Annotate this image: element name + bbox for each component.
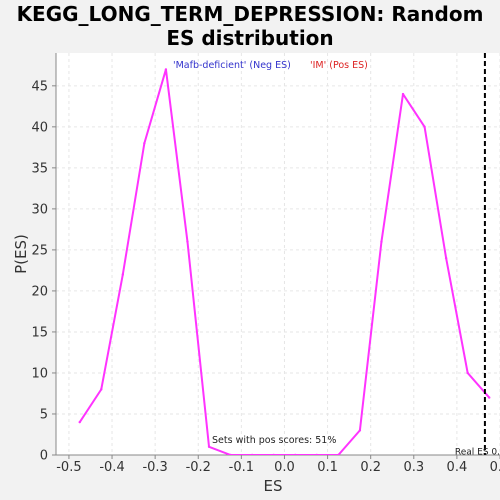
x-tick-label: 0.5 — [490, 460, 500, 475]
plot-area — [56, 53, 500, 455]
y-tick-label: 25 — [31, 243, 48, 258]
x-tick-label: -0.2 — [186, 460, 211, 475]
chart-title-line-1: KEGG_LONG_TERM_DEPRESSION: Random — [16, 2, 484, 26]
x-tick-label: 0.1 — [317, 460, 338, 475]
legend-pos-es: 'IM' (Pos ES) — [310, 60, 368, 71]
data-point — [272, 453, 275, 455]
data-point — [315, 453, 318, 455]
real-es-label: Real ES 0.5 — [455, 448, 500, 458]
data-point — [401, 92, 405, 96]
chart-title: KEGG_LONG_TERM_DEPRESSION: Random ES dis… — [0, 2, 500, 50]
legend-neg-es: 'Mafb-deficient' (Neg ES) — [173, 60, 291, 71]
x-tick-label: -0.1 — [229, 460, 254, 475]
data-point — [78, 420, 81, 424]
y-tick-label: 35 — [31, 161, 48, 176]
y-tick-label: 20 — [31, 284, 48, 299]
y-tick-label: 15 — [31, 325, 48, 340]
x-tick-label: -0.5 — [56, 460, 81, 475]
y-tick-label: 10 — [31, 366, 48, 381]
x-tick-label: 0.3 — [403, 460, 424, 475]
data-point — [294, 453, 297, 455]
data-point — [466, 371, 469, 375]
data-point — [100, 388, 103, 391]
x-axis-title: ES — [264, 477, 283, 495]
axis-labels: -0.5 -0.4 -0.3 -0.2 -0.1 0.0 0.1 0.2 0.3 0.4 0.5 0 5… — [12, 60, 500, 495]
data-point — [358, 429, 362, 432]
x-tick-label: 0.0 — [274, 460, 295, 475]
x-tick-label: 0.4 — [447, 460, 468, 475]
data-point — [143, 142, 146, 145]
data-point — [186, 240, 189, 243]
data-point — [337, 453, 340, 455]
y-tick-label: 40 — [31, 120, 48, 135]
data-point — [380, 240, 383, 243]
data-point — [488, 396, 491, 399]
data-point — [164, 68, 168, 71]
series-layer — [78, 68, 491, 455]
data-point — [207, 445, 211, 448]
y-axis-title: P(ES) — [12, 234, 30, 274]
y-tick-label: 30 — [31, 202, 48, 217]
x-tick-label: -0.3 — [142, 460, 167, 475]
data-point — [444, 256, 448, 260]
y-tick-label: 0 — [40, 449, 48, 464]
chart-title-line-2: ES distribution — [166, 26, 334, 50]
data-point — [423, 125, 426, 129]
pos-scores-annotation: Sets with pos scores: 51% — [212, 435, 336, 446]
data-point — [229, 453, 232, 455]
data-point — [121, 273, 125, 276]
y-tick-label: 5 — [40, 407, 48, 422]
y-tick-label: 45 — [31, 79, 48, 94]
x-tick-label: -0.4 — [99, 460, 124, 475]
x-tick-label: 0.2 — [360, 460, 381, 475]
annotation-layer: Real ES 0.5 Sets with pos scores: 51% — [212, 53, 500, 458]
series-line — [78, 68, 490, 455]
data-point — [250, 453, 254, 455]
